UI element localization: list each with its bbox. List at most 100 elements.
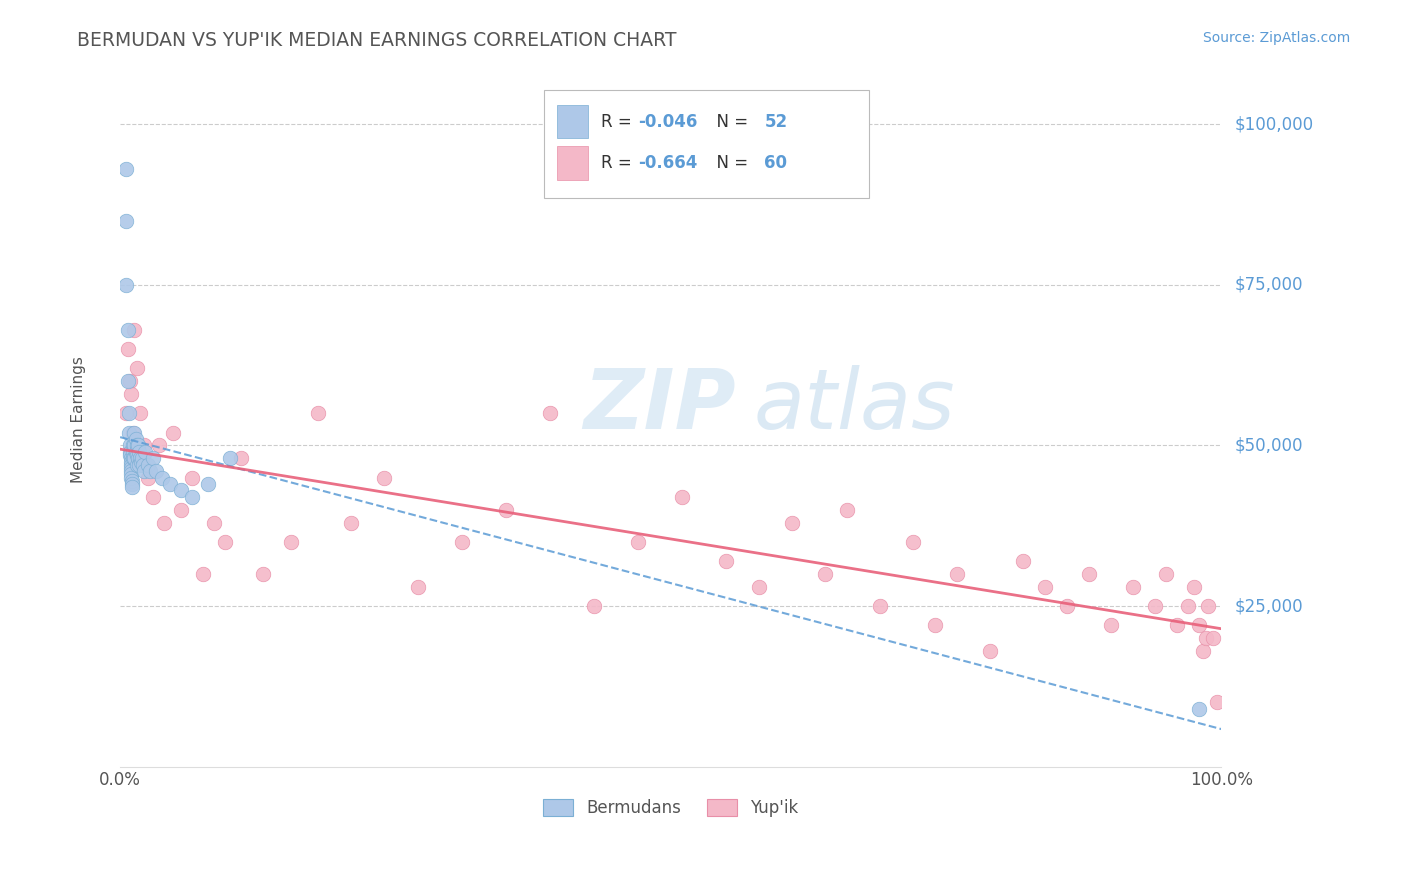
Point <box>124 451 146 466</box>
Point <box>114 213 136 227</box>
Point <box>142 451 165 466</box>
Point <box>340 516 363 530</box>
Point <box>114 277 136 292</box>
Point <box>131 451 153 466</box>
Point <box>170 502 193 516</box>
Point <box>120 438 142 452</box>
Point <box>125 361 148 376</box>
Point <box>125 458 148 472</box>
Point <box>134 438 156 452</box>
Text: Median Earnings: Median Earnings <box>70 356 86 483</box>
Point <box>120 374 142 388</box>
Point <box>122 445 145 459</box>
Legend: Bermudans, Yup'ik: Bermudans, Yup'ik <box>537 793 804 824</box>
Point <box>120 467 142 482</box>
Text: $50,000: $50,000 <box>1234 436 1303 454</box>
Point <box>197 477 219 491</box>
Point <box>1188 618 1211 632</box>
Point <box>1177 599 1199 613</box>
Point <box>145 464 167 478</box>
Point <box>1056 599 1078 613</box>
Point <box>1099 618 1122 632</box>
Point <box>869 599 891 613</box>
FancyBboxPatch shape <box>557 105 588 138</box>
Point <box>125 448 148 462</box>
Point <box>214 534 236 549</box>
Point <box>120 461 142 475</box>
Point <box>153 516 176 530</box>
Point <box>219 451 242 466</box>
Point <box>1197 599 1219 613</box>
Point <box>979 644 1001 658</box>
Point <box>280 534 302 549</box>
Point <box>1201 631 1223 645</box>
Point <box>180 470 202 484</box>
Point <box>120 387 142 401</box>
Point <box>231 451 253 466</box>
Point <box>627 534 650 549</box>
Text: $25,000: $25,000 <box>1234 597 1303 615</box>
Point <box>1188 702 1211 716</box>
Point <box>120 458 142 472</box>
Point <box>191 566 214 581</box>
Point <box>406 580 429 594</box>
FancyBboxPatch shape <box>557 146 588 180</box>
Point <box>139 464 162 478</box>
Text: ZIP: ZIP <box>582 366 735 446</box>
Text: BERMUDAN VS YUP'IK MEDIAN EARNINGS CORRELATION CHART: BERMUDAN VS YUP'IK MEDIAN EARNINGS CORRE… <box>77 31 676 50</box>
Text: 60: 60 <box>765 154 787 172</box>
Point <box>1166 618 1188 632</box>
Point <box>202 516 225 530</box>
Point <box>538 406 561 420</box>
Text: R =: R = <box>602 112 637 130</box>
Point <box>131 451 153 466</box>
Point <box>129 454 152 468</box>
Point <box>124 323 146 337</box>
Point <box>114 162 136 177</box>
Point <box>148 438 170 452</box>
Point <box>1033 580 1056 594</box>
Text: N =: N = <box>706 154 754 172</box>
Point <box>118 406 141 420</box>
Point <box>124 425 146 440</box>
Text: 52: 52 <box>765 112 787 130</box>
Text: R =: R = <box>602 154 637 172</box>
Point <box>117 323 139 337</box>
Point <box>307 406 329 420</box>
Point <box>122 451 145 466</box>
Point <box>671 490 693 504</box>
Point <box>1191 644 1213 658</box>
Point <box>120 451 142 466</box>
Point <box>835 502 858 516</box>
Point <box>128 458 150 472</box>
Text: Source: ZipAtlas.com: Source: ZipAtlas.com <box>1202 31 1350 45</box>
Point <box>134 464 156 478</box>
Text: N =: N = <box>706 112 754 130</box>
Point <box>714 554 737 568</box>
Point <box>120 445 142 459</box>
Point <box>120 448 142 462</box>
Point <box>373 470 395 484</box>
Point <box>159 477 181 491</box>
Point <box>162 425 184 440</box>
Point <box>136 470 159 484</box>
Point <box>121 474 143 488</box>
Text: atlas: atlas <box>754 366 955 446</box>
Point <box>117 374 139 388</box>
Point <box>120 470 142 484</box>
Point <box>946 566 969 581</box>
Point <box>252 566 274 581</box>
Point <box>780 516 803 530</box>
Point <box>450 534 472 549</box>
Point <box>129 451 152 466</box>
Point <box>170 483 193 498</box>
Point <box>125 438 148 452</box>
Point <box>582 599 605 613</box>
Point <box>495 502 517 516</box>
Point <box>1195 631 1218 645</box>
Point <box>118 425 141 440</box>
Text: -0.664: -0.664 <box>638 154 697 172</box>
Point <box>1012 554 1035 568</box>
Point <box>127 451 149 466</box>
Point <box>124 445 146 459</box>
